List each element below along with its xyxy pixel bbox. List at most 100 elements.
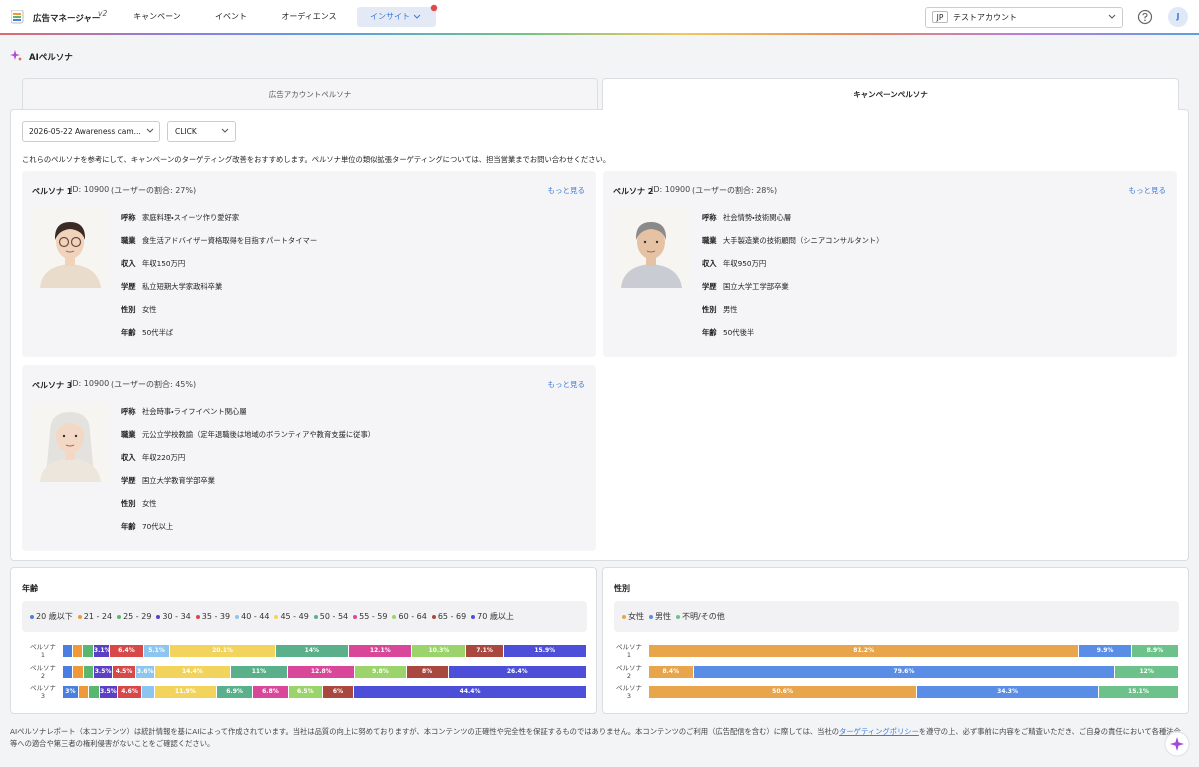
data-label: 4.5%	[115, 667, 133, 675]
field-value: 年収950万円	[723, 259, 767, 268]
policy-link[interactable]: ターゲティングポリシー	[839, 727, 919, 736]
bar-segment	[89, 686, 100, 698]
legend-item: 35 - 39	[195, 612, 230, 621]
avatar[interactable]: J	[1168, 7, 1188, 27]
bar-segment: 5.1%	[143, 645, 171, 657]
category-label: ペルソナ 2	[616, 663, 642, 680]
legend-label: 男性	[655, 612, 671, 621]
data-label: 12%	[1139, 667, 1154, 675]
legend-dot	[117, 614, 122, 619]
field-label: 性別	[121, 305, 136, 314]
field-label: 学歴	[121, 282, 136, 291]
data-label: 8%	[422, 667, 433, 675]
field-value: 国立大学工学部卒業	[723, 282, 789, 291]
field-value: 女性	[142, 305, 157, 314]
ai-icon	[10, 50, 22, 61]
bar-row: ペルソナ 2 3.5% 4.5% 3.6% 14.4% 11% 12.8% 9.8% 8% 26.…	[28, 663, 587, 680]
persona-name: ペルソナ 3	[32, 381, 73, 390]
nav-item[interactable]: イベント	[215, 12, 247, 21]
legend-dot	[392, 614, 397, 619]
legend-item: 70 歳以上	[471, 611, 514, 622]
data-label: 3%	[65, 688, 76, 695]
tab[interactable]: 広告アカウントペルソナ	[22, 78, 598, 110]
legend-dot	[313, 614, 318, 619]
field-value: 50代後半	[723, 328, 755, 337]
nav-item[interactable]: インサイト	[370, 12, 410, 21]
more-link[interactable]: もっと見る	[1128, 186, 1167, 195]
bar-segment: 4.6%	[117, 686, 143, 698]
account-select[interactable]	[925, 7, 1123, 28]
field-label: 学歴	[121, 476, 136, 485]
legend-dot	[431, 614, 436, 619]
nav-active-bg	[357, 7, 436, 27]
bar-segment	[63, 665, 74, 678]
data-label: 34.3%	[997, 688, 1018, 695]
disclaimer-text: AIペルソナレポート（本コンテンツ）は統計情報を基にAIによって作成されています…	[10, 727, 840, 736]
bar-segment: 81.2%	[649, 645, 1080, 657]
data-label: 11.9%	[174, 688, 196, 695]
data-label: 3.5%	[100, 688, 117, 695]
more-link[interactable]: もっと見る	[547, 380, 586, 389]
legend-dot	[30, 614, 34, 619]
persona-card: ペルソナ 3 ID: 10900 (ユーザーの割合: 45%) もっと見る 呼称 社会時事…	[22, 365, 596, 551]
legend-item: 60 - 64	[392, 612, 427, 621]
nav-item[interactable]: オーディエンス	[281, 12, 337, 21]
nav-item[interactable]: キャンペーン	[133, 12, 181, 21]
legend-item: 不明/その他	[676, 611, 725, 622]
bar-segment: 3.6%	[136, 665, 156, 678]
event-select[interactable]	[167, 121, 236, 142]
bar-segment: 9.9%	[1079, 645, 1132, 657]
field-value: 男性	[723, 305, 738, 314]
legend-item: 女性	[622, 611, 644, 622]
data-label: 6%	[332, 688, 344, 695]
bar-segment	[83, 645, 94, 657]
legend-dot	[156, 614, 161, 619]
bar-segment: 6.4%	[110, 645, 144, 657]
tab-active[interactable]: キャンペーンペルソナ	[602, 78, 1179, 110]
ai-assistant-button[interactable]	[1164, 731, 1190, 757]
more-link[interactable]: もっと見る	[547, 186, 586, 195]
bar-row: ペルソナ 1 81.2% 9.9% 8.9%	[614, 643, 1179, 659]
legend-dot	[471, 614, 476, 619]
legend-dot	[622, 614, 626, 619]
field-label: 収入	[702, 259, 717, 268]
legend-label: 60 - 64	[398, 612, 427, 621]
data-label: 81.2%	[853, 647, 875, 654]
bar-segment	[142, 686, 155, 698]
legend-dot	[195, 614, 200, 619]
page-title: AIペルソナ	[29, 53, 73, 63]
legend-dot	[353, 614, 358, 619]
legend-label: 50 - 54	[319, 612, 349, 621]
legend-item: 65 - 69	[431, 612, 466, 621]
app-name: 広告マネージャー	[33, 14, 101, 24]
field-label: 職業	[121, 430, 136, 439]
bar-segment: 79.6%	[693, 665, 1116, 678]
campaign-select[interactable]	[22, 121, 160, 142]
field-value: 大手製造業の技術顧問（シニアコンサルタント）	[723, 236, 884, 245]
bar-chart: ペルソナ 1 81.2% 9.9% 8.9% ペルソナ 2 8.4% 79.6% 12% ペルソ…	[614, 643, 1179, 707]
data-label: 14.4%	[181, 667, 203, 675]
field-value: 年収220万円	[142, 453, 186, 462]
field-label: 収入	[121, 259, 136, 268]
bar-segment: 9.8%	[355, 665, 407, 678]
help-icon[interactable]	[1137, 9, 1153, 25]
legend-item: 50 - 54	[313, 612, 349, 621]
bar-segment: 8.4%	[649, 665, 694, 678]
data-label: 20.1%	[212, 647, 233, 654]
legend-label: 30 - 34	[162, 612, 191, 621]
persona-id: ID: 10900	[651, 185, 691, 194]
data-label: 3.5%	[94, 667, 112, 675]
category-label: ペルソナ 1	[616, 643, 642, 659]
field-label: 性別	[121, 499, 136, 508]
data-label: 12.1%	[369, 647, 391, 654]
legend-item: 男性	[649, 611, 671, 622]
bar-segment: 14%	[275, 645, 350, 657]
data-label: 8.9%	[1146, 647, 1164, 654]
category-label: ペルソナ 2	[30, 663, 56, 680]
bar-row: ペルソナ 1 3.1% 6.4% 5.1% 20.1% 14% 12.1% 10.3% 7.1%…	[28, 643, 587, 659]
field-label: 呼称	[121, 407, 136, 416]
legend-label: 70 歳以上	[477, 612, 514, 621]
bar-segment: 8.9%	[1131, 645, 1179, 657]
bar-segment: 20.1%	[170, 645, 276, 657]
